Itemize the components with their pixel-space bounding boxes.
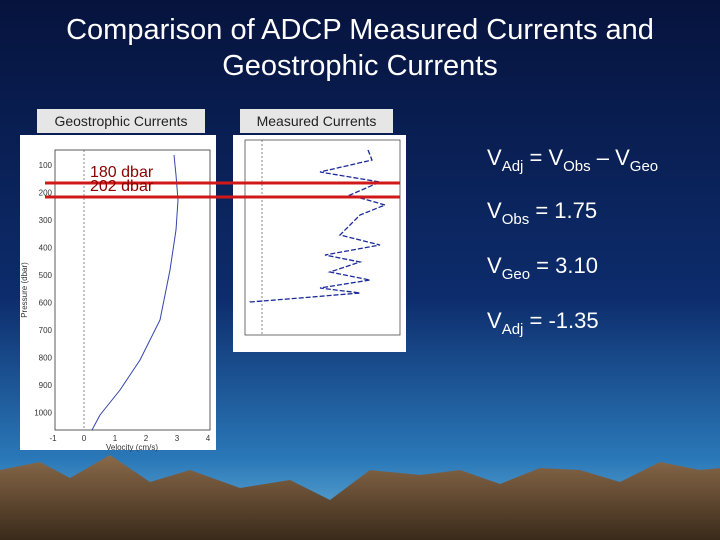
subscript: Obs bbox=[563, 158, 591, 175]
equation-text: – V bbox=[590, 145, 630, 170]
x-tick-label: 2 bbox=[144, 434, 149, 443]
equation-text: = 3.10 bbox=[530, 253, 598, 278]
y-tick-label: 100 bbox=[39, 161, 53, 170]
equation-text: = -1.35 bbox=[523, 308, 599, 333]
y-tick-label: 600 bbox=[39, 299, 53, 308]
annotation: 202 dbar bbox=[90, 178, 154, 195]
subscript: Adj bbox=[501, 158, 524, 175]
subscript: Geo bbox=[629, 158, 659, 175]
subscript: Geo bbox=[501, 266, 531, 283]
y-tick-label: 500 bbox=[39, 271, 53, 280]
equation-text: = V bbox=[523, 145, 564, 170]
slide-title: Comparison of ADCP Measured Currents and… bbox=[66, 14, 654, 82]
x-tick-label: -1 bbox=[49, 434, 57, 443]
left-plot-bg bbox=[20, 135, 216, 450]
panel-label: Measured Currents bbox=[240, 109, 393, 133]
y-tick-label: 200 bbox=[39, 189, 53, 198]
equation: VGeo = 3.10 bbox=[487, 253, 598, 283]
y-tick-label: 800 bbox=[39, 354, 53, 363]
x-tick-label: 4 bbox=[206, 434, 211, 443]
y-axis-label: Pressure (dbar) bbox=[20, 262, 29, 318]
y-tick-label: 1000 bbox=[34, 409, 52, 418]
subscript: Adj bbox=[501, 321, 524, 338]
y-tick-label: 900 bbox=[39, 381, 53, 390]
y-tick-label: 700 bbox=[39, 326, 53, 335]
equation: VAdj = VObs – VGeo bbox=[487, 145, 658, 175]
x-tick-label: 1 bbox=[113, 434, 118, 443]
mountains bbox=[0, 455, 720, 540]
y-tick-label: 300 bbox=[39, 216, 53, 225]
equation-text: V bbox=[487, 145, 502, 170]
annotation: 180 dbar bbox=[90, 164, 154, 181]
y-tick-label: 400 bbox=[39, 244, 53, 253]
geostrophic-profile bbox=[91, 154, 179, 431]
equation-text: = 1.75 bbox=[529, 198, 598, 223]
x-axis-label: Velocity (cm/s) bbox=[106, 443, 158, 452]
right-plot-frame bbox=[244, 139, 401, 336]
measured-profile bbox=[249, 149, 388, 304]
x-tick-label: 3 bbox=[175, 434, 180, 443]
equation-text: V bbox=[487, 308, 502, 333]
subscript: Obs bbox=[501, 211, 530, 228]
panel-label: Geostrophic Currents bbox=[37, 109, 205, 133]
x-tick-label: 0 bbox=[82, 434, 87, 443]
left-plot-frame bbox=[54, 149, 211, 431]
equation: VAdj = -1.35 bbox=[487, 308, 599, 338]
equation-text: V bbox=[487, 198, 502, 223]
equation-text: V bbox=[487, 253, 502, 278]
equation: VObs = 1.75 bbox=[487, 198, 597, 228]
right-plot-bg bbox=[233, 135, 406, 352]
